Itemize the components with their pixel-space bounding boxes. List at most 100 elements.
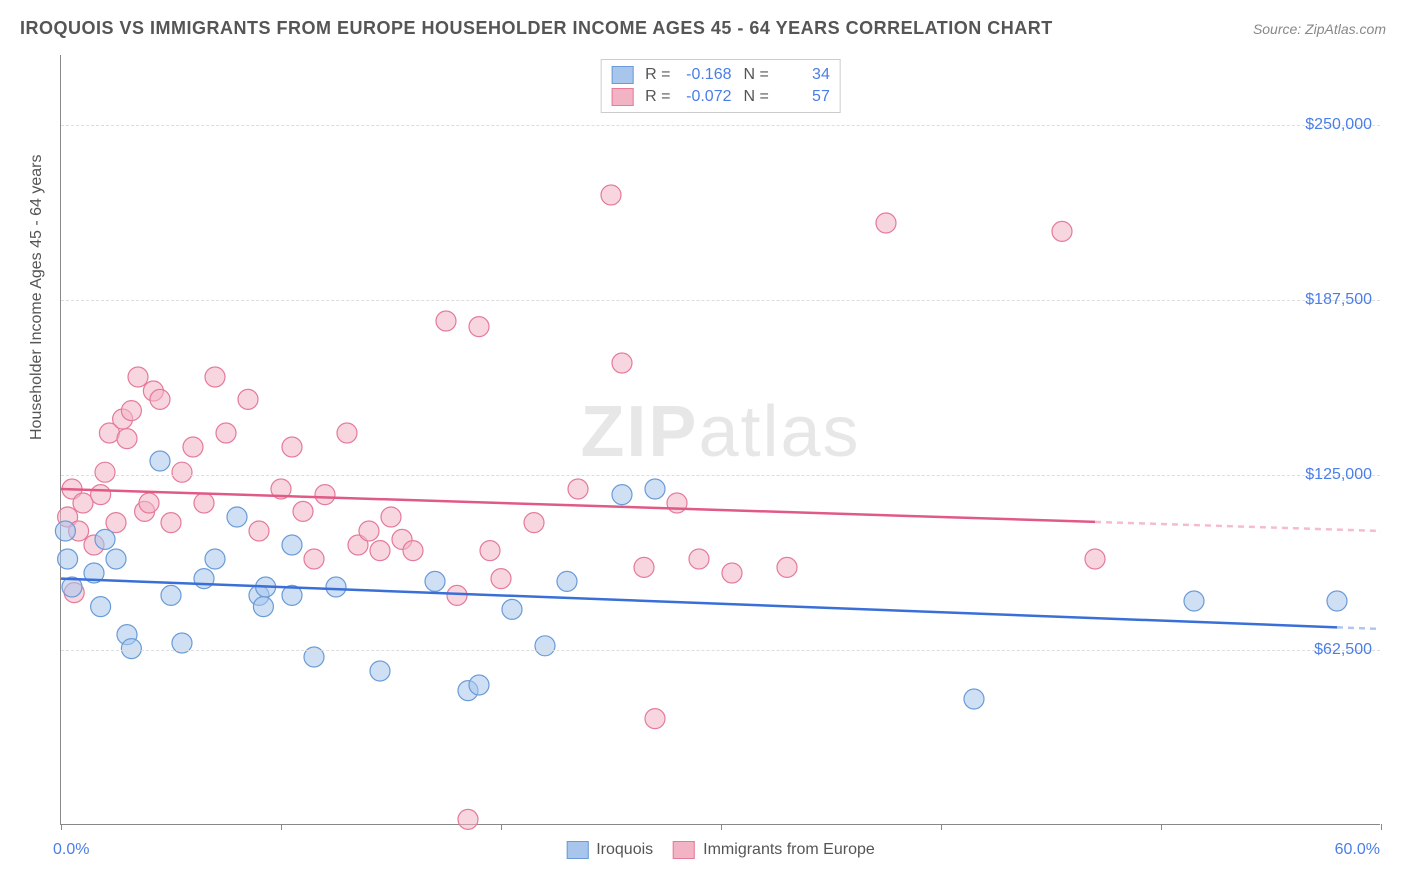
scatter-plot-area: ZIPatlas R = -0.168 N = 34 R = -0.072 N …	[60, 55, 1380, 825]
data-point	[121, 401, 141, 421]
n-value-1: 57	[775, 88, 830, 106]
data-point	[1052, 221, 1072, 241]
data-point	[205, 549, 225, 569]
r-label-1: R =	[645, 88, 670, 106]
data-point	[645, 479, 665, 499]
data-point	[381, 507, 401, 527]
data-point	[876, 213, 896, 233]
data-point	[612, 353, 632, 373]
data-point	[304, 549, 324, 569]
legend-bottom-label-1: Immigrants from Europe	[703, 841, 875, 859]
trend-line-extrapolated	[1095, 522, 1381, 531]
data-point	[139, 493, 159, 513]
y-tick-label: $125,000	[1305, 466, 1372, 484]
data-point	[315, 485, 335, 505]
legend-swatch-0	[611, 66, 633, 84]
data-point	[777, 557, 797, 577]
n-value-0: 34	[775, 66, 830, 84]
data-point	[370, 661, 390, 681]
data-point	[183, 437, 203, 457]
data-point	[253, 597, 273, 617]
legend-bottom-label-0: Iroquois	[596, 841, 653, 859]
data-point	[150, 389, 170, 409]
data-point	[194, 569, 214, 589]
data-point	[480, 541, 500, 561]
legend-item-0: Iroquois	[566, 841, 653, 859]
chart-title: IROQUOIS VS IMMIGRANTS FROM EUROPE HOUSE…	[20, 18, 1053, 39]
data-point	[370, 541, 390, 561]
data-point	[249, 521, 269, 541]
data-point	[491, 569, 511, 589]
data-point	[502, 599, 522, 619]
legend-bottom-swatch-1	[673, 841, 695, 859]
data-point	[557, 571, 577, 591]
n-label-0: N =	[744, 66, 769, 84]
data-point	[91, 485, 111, 505]
y-tick-label: $250,000	[1305, 116, 1372, 134]
r-label-0: R =	[645, 66, 670, 84]
data-point	[91, 597, 111, 617]
data-point	[964, 689, 984, 709]
data-point	[1184, 591, 1204, 611]
data-point	[95, 529, 115, 549]
data-point	[403, 541, 423, 561]
y-tick-label: $62,500	[1314, 641, 1372, 659]
data-point	[205, 367, 225, 387]
data-point	[172, 462, 192, 482]
data-point	[326, 577, 346, 597]
data-point	[436, 311, 456, 331]
data-point	[216, 423, 236, 443]
legend-row-series-1: R = -0.072 N = 57	[611, 86, 830, 108]
data-point	[469, 675, 489, 695]
y-axis-title: Householder Income Ages 45 - 64 years	[28, 155, 46, 441]
data-point	[447, 585, 467, 605]
data-point	[161, 513, 181, 533]
x-axis-max-label: 60.0%	[1335, 841, 1380, 859]
x-axis-min-label: 0.0%	[53, 841, 89, 859]
data-point	[238, 389, 258, 409]
data-point	[55, 521, 75, 541]
legend-item-1: Immigrants from Europe	[673, 841, 875, 859]
data-point	[612, 485, 632, 505]
data-point	[645, 709, 665, 729]
y-tick-label: $187,500	[1305, 291, 1372, 309]
data-point	[106, 549, 126, 569]
source-attribution: Source: ZipAtlas.com	[1253, 21, 1386, 37]
data-point	[128, 367, 148, 387]
data-point	[282, 535, 302, 555]
data-point	[524, 513, 544, 533]
data-point	[161, 585, 181, 605]
legend-row-series-0: R = -0.168 N = 34	[611, 64, 830, 86]
legend-series-names: Iroquois Immigrants from Europe	[566, 841, 875, 859]
data-point	[337, 423, 357, 443]
data-point	[425, 571, 445, 591]
data-point	[722, 563, 742, 583]
data-point	[282, 437, 302, 457]
data-point	[359, 521, 379, 541]
legend-bottom-swatch-0	[566, 841, 588, 859]
data-point	[601, 185, 621, 205]
data-point	[1085, 549, 1105, 569]
data-point	[634, 557, 654, 577]
data-point	[150, 451, 170, 471]
r-value-1: -0.072	[677, 88, 732, 106]
data-point	[689, 549, 709, 569]
data-point	[117, 429, 137, 449]
data-point	[469, 317, 489, 337]
data-point	[227, 507, 247, 527]
legend-correlation-box: R = -0.168 N = 34 R = -0.072 N = 57	[600, 59, 841, 113]
data-point	[458, 809, 478, 829]
n-label-1: N =	[744, 88, 769, 106]
data-point	[73, 493, 93, 513]
data-point	[194, 493, 214, 513]
legend-swatch-1	[611, 88, 633, 106]
data-point	[568, 479, 588, 499]
data-point	[1327, 591, 1347, 611]
data-point	[58, 549, 78, 569]
trend-line-extrapolated	[1337, 627, 1381, 629]
chart-svg	[61, 55, 1380, 824]
r-value-0: -0.168	[677, 66, 732, 84]
data-point	[535, 636, 555, 656]
data-point	[95, 462, 115, 482]
data-point	[293, 501, 313, 521]
